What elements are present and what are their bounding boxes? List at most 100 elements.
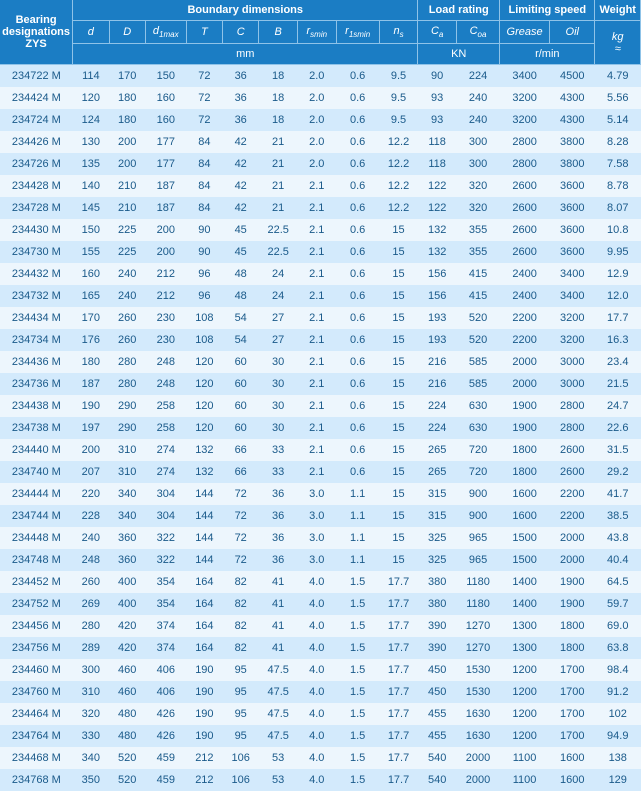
cell-oil: 3400 [550, 285, 595, 307]
table-row: 234724 M1241801607236182.00.69.593240320… [0, 109, 641, 131]
cell-ca: 122 [418, 175, 457, 197]
cell-desig: 234434 M [0, 307, 73, 329]
cell-oil: 3800 [550, 153, 595, 175]
cell-rs: 4.0 [297, 747, 336, 769]
bearing-table: Bearing designations ZYS Boundary dimens… [0, 0, 641, 791]
header-B: B [259, 21, 298, 44]
cell-D: 290 [109, 395, 145, 417]
cell-d1: 354 [145, 593, 186, 615]
cell-r1: 0.6 [336, 395, 379, 417]
cell-T: 132 [186, 461, 222, 483]
cell-d: 130 [73, 131, 109, 153]
cell-D: 480 [109, 703, 145, 725]
cell-gr: 3200 [500, 109, 550, 131]
cell-oil: 3600 [550, 175, 595, 197]
cell-gr: 2600 [500, 197, 550, 219]
cell-wt: 29.2 [595, 461, 641, 483]
table-row: 234722 M1141701507236182.00.69.590224340… [0, 65, 641, 88]
cell-gr: 2600 [500, 219, 550, 241]
cell-gr: 2600 [500, 241, 550, 263]
cell-oil: 3200 [550, 329, 595, 351]
cell-d1: 374 [145, 637, 186, 659]
cell-gr: 3400 [500, 65, 550, 88]
cell-ns: 17.7 [379, 571, 418, 593]
cell-T: 108 [186, 307, 222, 329]
cell-rs: 2.0 [297, 131, 336, 153]
cell-desig: 234730 M [0, 241, 73, 263]
cell-r1: 1.5 [336, 747, 379, 769]
cell-gr: 1200 [500, 703, 550, 725]
cell-D: 340 [109, 505, 145, 527]
cell-coa: 2000 [456, 747, 499, 769]
cell-wt: 17.7 [595, 307, 641, 329]
cell-D: 225 [109, 241, 145, 263]
cell-d1: 322 [145, 527, 186, 549]
header-Ca: Ca [418, 21, 457, 44]
cell-oil: 2800 [550, 395, 595, 417]
cell-T: 120 [186, 351, 222, 373]
cell-wt: 8.78 [595, 175, 641, 197]
cell-d1: 150 [145, 65, 186, 88]
cell-C: 42 [223, 131, 259, 153]
cell-B: 24 [259, 285, 298, 307]
cell-B: 21 [259, 131, 298, 153]
cell-ns: 15 [379, 307, 418, 329]
cell-B: 30 [259, 395, 298, 417]
cell-r1: 0.6 [336, 439, 379, 461]
cell-d1: 212 [145, 263, 186, 285]
cell-d1: 354 [145, 571, 186, 593]
cell-ns: 12.2 [379, 175, 418, 197]
cell-ca: 156 [418, 285, 457, 307]
cell-d1: 258 [145, 417, 186, 439]
cell-coa: 320 [456, 197, 499, 219]
cell-wt: 64.5 [595, 571, 641, 593]
cell-desig: 234430 M [0, 219, 73, 241]
cell-ca: 224 [418, 395, 457, 417]
cell-ca: 315 [418, 483, 457, 505]
cell-C: 60 [223, 351, 259, 373]
cell-D: 460 [109, 659, 145, 681]
cell-rs: 2.1 [297, 175, 336, 197]
table-row: 234726 M1352001778442212.00.612.21183002… [0, 153, 641, 175]
cell-D: 200 [109, 153, 145, 175]
cell-r1: 1.5 [336, 659, 379, 681]
cell-C: 95 [223, 703, 259, 725]
cell-rs: 4.0 [297, 593, 336, 615]
cell-coa: 585 [456, 351, 499, 373]
cell-coa: 520 [456, 307, 499, 329]
cell-wt: 31.5 [595, 439, 641, 461]
cell-C: 48 [223, 263, 259, 285]
header-KN: KN [418, 44, 500, 65]
cell-ns: 17.7 [379, 615, 418, 637]
cell-gr: 3200 [500, 87, 550, 109]
cell-C: 45 [223, 219, 259, 241]
cell-rs: 3.0 [297, 483, 336, 505]
cell-d1: 160 [145, 87, 186, 109]
cell-ns: 9.5 [379, 65, 418, 88]
cell-r1: 1.1 [336, 549, 379, 571]
cell-desig: 234444 M [0, 483, 73, 505]
cell-T: 164 [186, 615, 222, 637]
cell-ns: 17.7 [379, 725, 418, 747]
cell-ca: 540 [418, 747, 457, 769]
cell-desig: 234768 M [0, 769, 73, 791]
cell-desig: 234752 M [0, 593, 73, 615]
cell-ns: 15 [379, 373, 418, 395]
cell-ca: 455 [418, 703, 457, 725]
cell-coa: 1270 [456, 615, 499, 637]
cell-wt: 43.8 [595, 527, 641, 549]
cell-desig: 234728 M [0, 197, 73, 219]
cell-D: 280 [109, 373, 145, 395]
cell-r1: 0.6 [336, 109, 379, 131]
cell-D: 210 [109, 197, 145, 219]
cell-C: 54 [223, 329, 259, 351]
table-row: 234452 M26040035416482414.01.517.7380118… [0, 571, 641, 593]
header-weight: Weight [595, 0, 641, 21]
header-d: d [73, 21, 109, 44]
cell-gr: 2800 [500, 131, 550, 153]
cell-oil: 3000 [550, 351, 595, 373]
cell-desig: 234426 M [0, 131, 73, 153]
cell-desig: 234428 M [0, 175, 73, 197]
table-row: 234440 M20031027413266332.10.61526572018… [0, 439, 641, 461]
header-oil: Oil [550, 21, 595, 44]
